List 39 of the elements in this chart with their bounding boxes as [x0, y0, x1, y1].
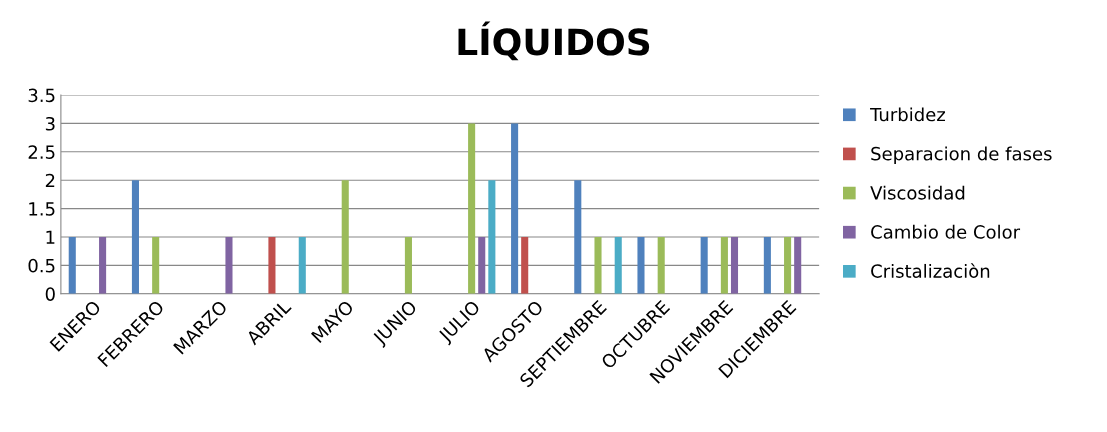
y-tick-label: 3.5	[28, 88, 55, 103]
bar	[637, 236, 645, 294]
bar	[152, 236, 160, 294]
bar	[131, 180, 139, 294]
bar	[700, 236, 708, 294]
y-tick-label: 0.5	[28, 258, 55, 273]
bar	[784, 236, 792, 294]
bar	[511, 123, 519, 294]
legend-label: Viscosidad	[870, 185, 965, 200]
bar	[720, 236, 728, 294]
chart-title: LÍQUIDOS	[458, 21, 650, 61]
bar	[478, 236, 486, 294]
bar	[794, 236, 802, 294]
y-tick-label: 3	[45, 116, 55, 131]
bar	[225, 236, 233, 294]
bar	[68, 236, 76, 294]
bar	[657, 236, 665, 294]
bar	[99, 236, 107, 294]
bar	[730, 236, 739, 294]
bar	[488, 180, 496, 294]
bar	[594, 236, 602, 294]
y-tick-label: 2.5	[28, 145, 55, 159]
y-tick-label: 2	[45, 173, 55, 188]
bar	[268, 236, 276, 294]
y-tick-label: 1.5	[29, 202, 55, 216]
legend-label: Cambio de Color	[871, 224, 1021, 239]
bar	[298, 236, 306, 294]
y-tick-label: 0	[45, 287, 55, 301]
bar	[341, 180, 349, 294]
bar	[468, 123, 476, 294]
bar	[404, 236, 412, 294]
bar	[763, 236, 771, 294]
bar	[574, 180, 582, 294]
legend-label: Separacion de fases	[871, 146, 1052, 164]
y-tick-label: 1	[46, 230, 55, 244]
legend-label: Turbidez	[870, 107, 946, 122]
legend-label: Cristalizaciòn	[871, 263, 990, 278]
bar	[614, 236, 622, 294]
bar	[521, 236, 529, 294]
